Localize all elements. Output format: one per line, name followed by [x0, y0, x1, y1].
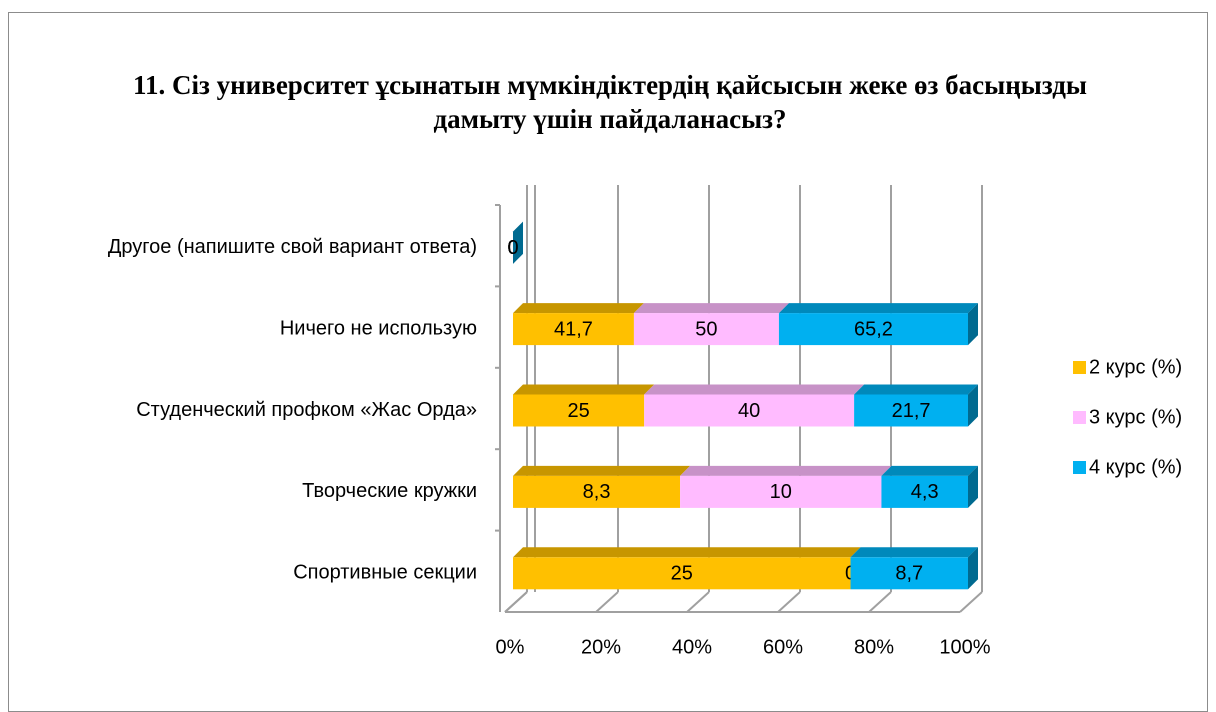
legend-label: 3 курс (%) [1089, 406, 1182, 428]
x-tick-label: 0% [496, 636, 525, 658]
value-label: 65,2 [854, 318, 893, 340]
floor-line [595, 591, 619, 613]
value-label: 25 [567, 400, 589, 422]
bar-top [513, 384, 655, 395]
value-label: 41,7 [554, 318, 593, 340]
bar-top [513, 547, 861, 558]
value-label: 0 [507, 237, 518, 259]
legend-label: 2 курс (%) [1089, 356, 1182, 378]
x-tick-label: 80% [854, 636, 894, 658]
value-label: 21,7 [892, 400, 931, 422]
bar [881, 475, 968, 508]
legend-swatch [1073, 411, 1086, 424]
bar-top [854, 384, 978, 395]
bar-top [513, 465, 691, 476]
bar-side [968, 303, 978, 346]
bar-top [513, 303, 644, 314]
bar-side [968, 384, 978, 427]
bar-top [778, 303, 978, 314]
y-tick-label: Другое (напишите свой вариант ответа) [108, 236, 477, 258]
value-label: 50 [695, 318, 717, 340]
floor-line [777, 591, 801, 613]
bar-top [644, 384, 865, 395]
floor-line [686, 591, 710, 613]
x-tick-label: 40% [672, 636, 712, 658]
bar [854, 394, 968, 427]
bar [633, 313, 779, 346]
y-tick-label: Творческие кружки [302, 480, 477, 502]
value-label: 10 [770, 481, 792, 503]
value-label: 8,3 [583, 481, 611, 503]
bar-side [968, 547, 978, 590]
floor-line [504, 591, 528, 613]
page: 11. Сіз университет ұсынатын мүмкіндікте… [8, 12, 1208, 712]
bar [513, 313, 634, 346]
bar-top [680, 465, 892, 476]
bar [513, 557, 851, 590]
value-label: 4,3 [911, 481, 939, 503]
bar-top [850, 547, 978, 558]
legend-label: 4 курс (%) [1089, 456, 1182, 478]
bar [680, 475, 882, 508]
value-label: 40 [738, 400, 760, 422]
chart: 0% 20% 40% 60% 80% 100% Другое (напишите свой … [108, 185, 1182, 658]
bar-side [513, 221, 523, 264]
chart-title: 11. Сіз университет ұсынатын мүмкіндікте… [133, 70, 1087, 134]
x-tick-label: 20% [581, 636, 621, 658]
bar [513, 394, 645, 427]
legend-swatch [1073, 461, 1086, 474]
bar-side [968, 465, 978, 508]
bar [644, 394, 855, 427]
y-tick-label: Спортивные секции [293, 562, 477, 584]
value-label: 8,7 [895, 563, 923, 585]
legend-swatch [1073, 361, 1086, 374]
x-tick-label: 100% [939, 636, 990, 658]
value-label: 25 [671, 563, 693, 585]
floor-line [868, 591, 892, 613]
bar [778, 313, 968, 346]
bar [513, 475, 681, 508]
bar-top [633, 303, 789, 314]
bar-top [881, 465, 978, 476]
y-tick-label: Студенческий профком «Жас Орда» [136, 399, 477, 421]
bar [850, 557, 968, 590]
x-tick-label: 60% [763, 636, 803, 658]
floor-line [959, 591, 983, 613]
y-tick-label: Ничего не использую [280, 317, 477, 339]
